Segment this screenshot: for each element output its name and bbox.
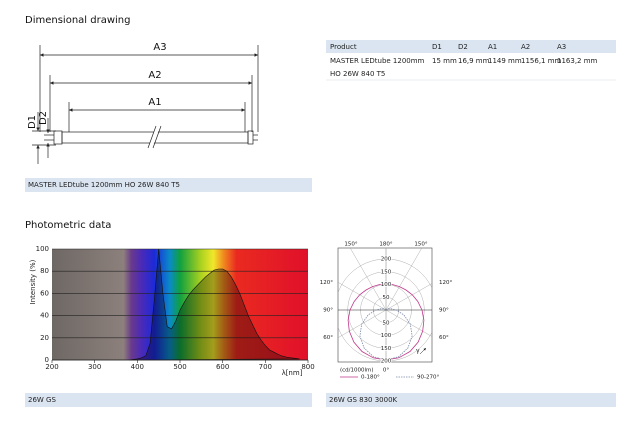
polar-angle-label: 120° (439, 280, 452, 286)
polar-angle-label: 60° (323, 335, 333, 341)
table-header: D2 (458, 43, 468, 51)
dim-label: A3 (153, 42, 166, 53)
polar-r-label: 100 (381, 333, 392, 339)
table-cell: HO 26W 840 T5 (330, 70, 385, 78)
table-header: A2 (521, 43, 530, 51)
x-tick-label: 600 (216, 363, 229, 371)
table-cell: 15 mm (432, 57, 457, 65)
y-tick-label: 100 (36, 245, 49, 253)
gamma-arrow (419, 347, 427, 355)
polar-angle-label: 0° (383, 368, 389, 374)
table-header-bar (326, 40, 616, 53)
polar-angle-label: 180° (379, 242, 392, 248)
polar-grid-ray (385, 283, 432, 311)
y-tick-label: 40 (40, 312, 49, 320)
caption: 26W GS 830 3000K (329, 396, 398, 404)
polar-angle-label: 90° (323, 308, 333, 314)
polar-curve (385, 308, 413, 361)
polar-r-label: 100 (381, 282, 392, 288)
y-axis-label: Intensity (%) (29, 259, 37, 304)
tube-drawing (32, 45, 259, 164)
caption-bar (326, 393, 616, 407)
polar-angle-label: 150° (344, 242, 357, 248)
polar-curve (385, 283, 425, 361)
polar-curve (347, 283, 387, 361)
polar-grid-ray (349, 248, 387, 311)
dim-label: D2 (38, 111, 49, 125)
section-title: Photometric data (25, 220, 111, 231)
polar-plot (338, 248, 432, 362)
spectrum-area (128, 248, 300, 361)
polar-r-label: 150 (381, 269, 392, 275)
table-header: Product (330, 43, 357, 51)
dim-label: A1 (148, 97, 161, 108)
gamma-label: γ (416, 348, 420, 355)
y-tick-label: 0 (45, 356, 49, 364)
polar-r-label: 200 (381, 359, 392, 365)
legend-label: 0-180° (361, 375, 380, 381)
x-axis-label: λ[nm] (282, 369, 303, 377)
caption-bar (25, 393, 312, 407)
polar-r-label: 150 (381, 346, 392, 352)
legend-label: 90-270° (417, 375, 439, 381)
table-cell: 1156,1 mm (521, 57, 562, 65)
section-title: Dimensional drawing (25, 15, 130, 26)
polar-grid-ray (385, 248, 423, 311)
caption-bar (25, 178, 312, 192)
x-tick-label: 400 (131, 363, 144, 371)
table-cell: 16,9 mm (458, 57, 490, 65)
polar-angle-label: 90° (439, 308, 449, 314)
polar-curve (359, 308, 387, 361)
polar-angle-label: 120° (320, 280, 333, 286)
x-tick-label: 500 (173, 363, 186, 371)
polar-grid-ray (338, 282, 387, 311)
table-cell: 1163,2 mm (557, 57, 598, 65)
polar-angle-label: 150° (414, 242, 427, 248)
x-tick-label: 300 (88, 363, 101, 371)
polar-grid-ray (338, 309, 387, 338)
polar-angle-label: 60° (439, 335, 449, 341)
polar-r-label: 50 (383, 295, 390, 301)
x-tick-label: 800 (301, 363, 314, 371)
table-header: A1 (488, 43, 497, 51)
dim-label: A2 (148, 70, 161, 81)
polar-grid-ray (385, 309, 432, 337)
table-header: A3 (557, 43, 566, 51)
table-cell: MASTER LEDtube 1200mm (330, 57, 425, 65)
polar-unit: (cd/1000lm) (340, 368, 374, 374)
dim-label: D1 (27, 115, 38, 129)
y-tick-label: 80 (40, 267, 49, 275)
polar-r-label: 50 (383, 320, 390, 326)
table-header: D1 (432, 43, 442, 51)
y-tick-label: 20 (40, 334, 49, 342)
x-tick-label: 200 (45, 363, 58, 371)
polar-frame (337, 247, 433, 363)
polar-r-label: 200 (381, 257, 392, 263)
y-tick-label: 60 (40, 289, 49, 297)
x-tick-label: 700 (259, 363, 272, 371)
table-cell: 1149 mm (488, 57, 522, 65)
caption: 26W GS (28, 396, 56, 404)
caption: MASTER LEDtube 1200mm HO 26W 840 T5 (28, 181, 180, 189)
spectrum-background (52, 249, 308, 360)
